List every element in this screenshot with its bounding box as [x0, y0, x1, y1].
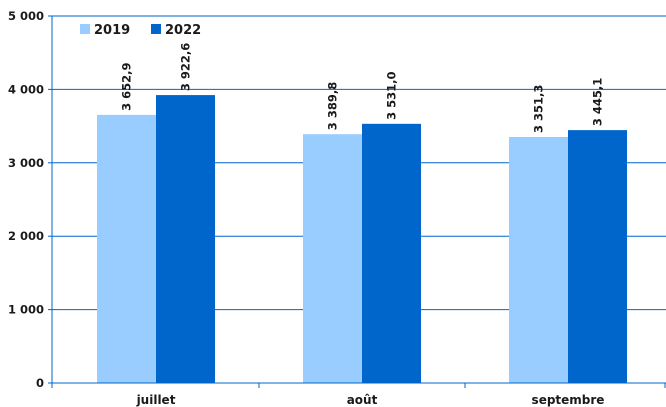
data-label: 3 922,6 — [179, 43, 193, 91]
y-tick-label: 2 000 — [8, 229, 44, 243]
data-label: 3 531,0 — [385, 71, 399, 119]
data-label: 3 389,8 — [326, 82, 340, 130]
bar-2022-juillet — [156, 95, 215, 383]
data-label: 3 652,9 — [120, 62, 134, 110]
bar-2019-juillet — [97, 115, 156, 383]
data-label: 3 445,1 — [591, 78, 605, 126]
legend-swatch — [151, 24, 161, 34]
bar-2019-septembre — [509, 137, 568, 383]
y-tick-label: 5 000 — [8, 9, 44, 23]
bars — [97, 95, 627, 383]
y-tick-label: 3 000 — [8, 156, 44, 170]
x-tick-label: août — [347, 393, 378, 407]
data-label: 3 351,3 — [532, 85, 546, 133]
legend: 2019 2022 — [80, 23, 201, 38]
y-tick-label: 0 — [36, 376, 44, 390]
bar-2022-août — [362, 124, 421, 383]
y-tick-label: 1 000 — [8, 303, 44, 317]
legend-label: 2019 — [94, 23, 130, 38]
legend-label: 2022 — [165, 23, 201, 38]
y-tick-label: 4 000 — [8, 82, 44, 96]
bar-2019-août — [303, 134, 362, 383]
bar-2022-septembre — [568, 130, 627, 383]
legend-swatch — [80, 24, 90, 34]
x-tick-label: septembre — [532, 393, 605, 407]
x-tick-label: juillet — [136, 393, 176, 407]
